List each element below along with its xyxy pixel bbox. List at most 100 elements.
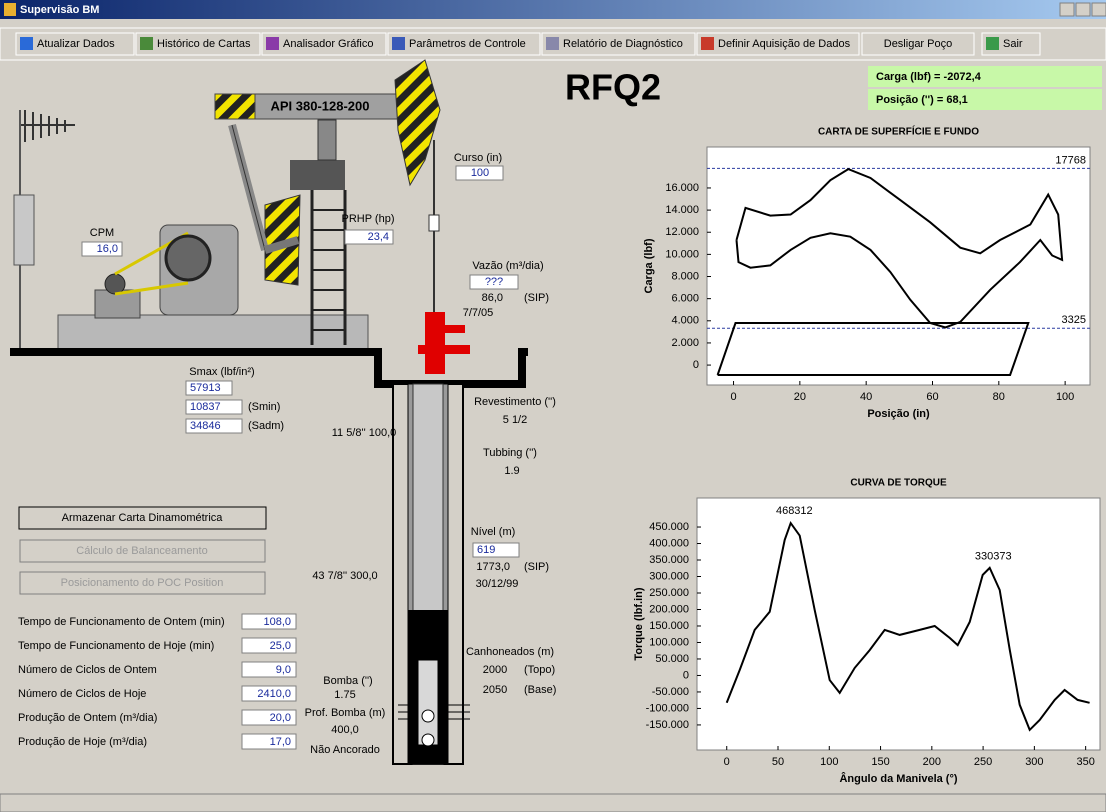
restore-button[interactable] [1076,3,1090,16]
level-label: Nível (m) [471,526,516,538]
poc-label: Posicionamento do POC Position [61,577,224,589]
level-sip: 1773,0 [476,561,510,573]
casing-label: Revestimento ('') [474,396,556,408]
toolbar-label: Desligar Poço [884,38,952,50]
y-axis-label: Carga (lbf) [643,238,655,293]
y-tick-label: -50.000 [652,686,689,698]
y-tick-label: 12.000 [665,226,699,238]
app-icon [4,3,16,16]
y-tick-label: 14.000 [665,204,699,216]
stat-label: Número de Ciclos de Ontem [18,664,157,676]
x-tick-label: 80 [993,391,1005,403]
toolbar-label: Parâmetros de Controle [409,38,526,50]
y-tick-label: 16.000 [665,182,699,194]
stat-label: Tempo de Funcionamento de Ontem (min) [18,616,225,628]
toolbar-label: Analisador Gráfico [283,38,374,50]
chart-title: CARTA DE SUPERFÍCIE E FUNDO [818,125,979,138]
y-tick-label: -100.000 [646,702,689,714]
x-tick-label: 20 [794,391,806,403]
smax-label: Smax (lbf/in²) [189,366,254,378]
x-tick-label: 150 [871,756,889,768]
y-tick-label: 0 [683,669,689,681]
y-tick-label: 6.000 [671,293,699,305]
toolbar-icon [140,37,153,50]
tubing-label: Tubbing ('') [483,447,537,459]
stroke-value: 100 [471,167,489,179]
flow-label: Vazão (m³/dia) [472,260,543,272]
reference-label: 3325 [1062,314,1086,326]
stat-value: 108,0 [263,616,291,628]
store-card-label: Armazenar Carta Dinamométrica [62,512,224,524]
level-value: 619 [477,544,495,556]
x-axis-label: Posição (in) [867,408,930,420]
toolbar-icon [986,37,999,50]
smin-value: 10837 [190,401,221,413]
balance-label: Cálculo de Balanceamento [76,545,207,557]
close-button[interactable] [1092,3,1106,16]
toolbar-icon [546,37,559,50]
x-tick-label: 0 [724,756,730,768]
level-sip-tag: (SIP) [524,561,549,573]
tubing-value: 1.9 [504,465,519,477]
x-tick-label: 100 [820,756,838,768]
peak-label: 468312 [776,505,813,517]
y-tick-label: 400.000 [649,537,689,549]
well-name: RFQ2 [565,67,661,108]
stat-value: 2410,0 [257,688,291,700]
pump-depth: 400,0 [331,724,359,736]
x-tick-label: 350 [1076,756,1094,768]
perforations-top-tag: (Topo) [524,664,555,676]
casing-top: 11 5/8'' 100,0 [332,427,397,439]
x-tick-label: 60 [926,391,938,403]
x-tick-label: 200 [923,756,941,768]
load-readout: Carga (lbf) = -2072,4 [876,71,982,83]
stat-value: 20,0 [270,712,291,724]
cpm-value: 16,0 [97,243,118,255]
y-tick-label: 350.000 [649,554,689,566]
stat-value: 17,0 [270,736,291,748]
pump-anchor: Não Ancorado [310,744,380,756]
y-tick-label: 10.000 [665,248,699,260]
unit-model: API 380-128-200 [270,98,369,113]
toolbar-icon [266,37,279,50]
toolbar-icon [701,37,714,50]
flow-value: ??? [485,276,503,288]
y-tick-label: 2.000 [671,337,699,349]
y-tick-label: 250.000 [649,587,689,599]
minimize-button[interactable] [1060,3,1074,16]
y-tick-label: 0 [693,359,699,371]
y-tick-label: 200.000 [649,603,689,615]
app-window: Supervisão BM Atualizar DadosHistórico d… [0,0,1106,812]
stat-label: Produção de Ontem (m³/dia) [18,712,157,724]
stat-value: 25,0 [270,640,291,652]
x-axis-label: Ângulo da Manivela (°) [839,772,957,785]
stat-label: Tempo de Funcionamento de Hoje (min) [18,640,214,652]
stat-label: Produção de Hoje (m³/dia) [18,736,147,748]
stroke-label: Curso (in) [454,152,502,164]
toolbar-label: Relatório de Diagnóstico [563,38,683,50]
toolbar-icon [20,37,33,50]
x-tick-label: 100 [1056,391,1074,403]
y-tick-label: 450.000 [649,521,689,533]
window-title: Supervisão BM [20,4,99,16]
perforations-top: 2000 [483,664,507,676]
x-tick-label: 250 [974,756,992,768]
pump-depth-label: Prof. Bomba (m) [305,707,386,719]
stat-value: 9,0 [276,664,291,676]
reference-label: 17768 [1055,154,1086,166]
y-tick-label: -150.000 [646,719,689,731]
status-bar [0,794,1106,812]
perforations-label: Canhoneados (m) [466,646,554,658]
flow-sip-tag: (SIP) [524,292,549,304]
y-tick-label: 50.000 [655,653,689,665]
x-tick-label: 300 [1025,756,1043,768]
x-tick-label: 40 [860,391,872,403]
stats-table: Tempo de Funcionamento de Ontem (min) 108… [18,614,296,749]
smin-tag: (Smin) [248,401,280,413]
pump-label: Bomba ('') [323,675,372,687]
x-tick-label: 50 [772,756,784,768]
y-tick-label: 4.000 [671,315,699,327]
casing-value: 5 1/2 [503,414,527,426]
chart-title: CURVA DE TORQUE [850,478,947,489]
peak-label: 330373 [975,550,1012,562]
